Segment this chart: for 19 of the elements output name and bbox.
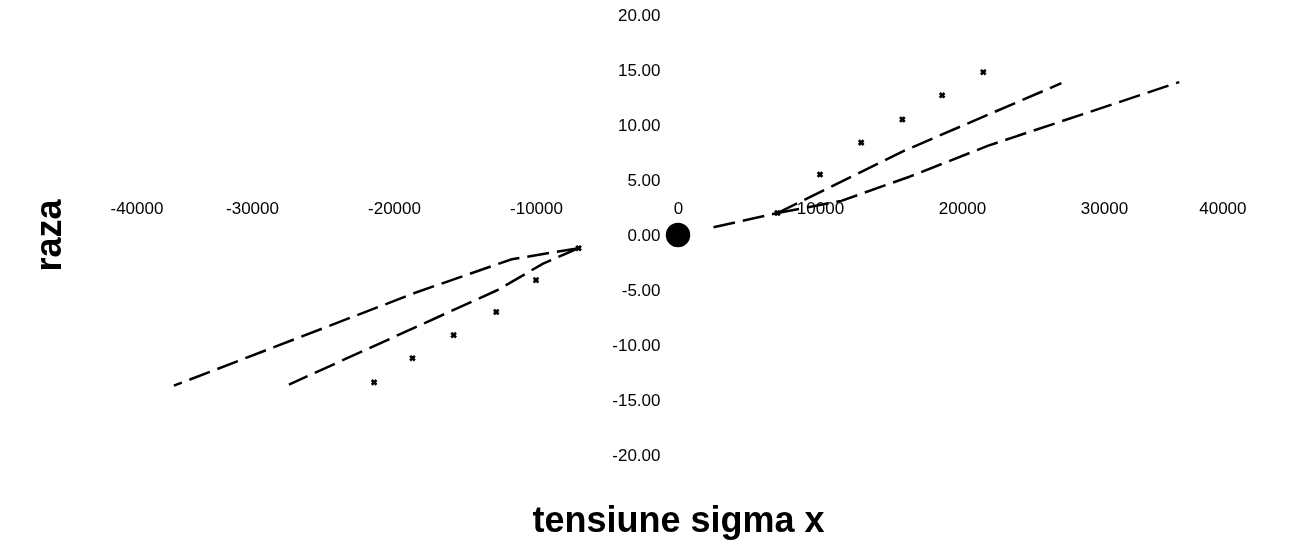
y-tick-label: -5.00 — [621, 280, 661, 300]
x-tick-label: 40000 — [1199, 198, 1247, 218]
y-axis-title: raza — [27, 198, 69, 272]
y-tick-label: 20.00 — [617, 5, 661, 25]
x-tick-label: -30000 — [226, 198, 279, 218]
y-tick-label: -20.00 — [612, 445, 661, 465]
y-tick-label: 15.00 — [617, 60, 661, 80]
y-tick-label: 5.00 — [627, 170, 661, 190]
x-axis-title: tensiune sigma x — [532, 498, 825, 540]
y-tick-label: 0.00 — [627, 225, 661, 245]
x-tick-label: 20000 — [938, 198, 987, 218]
y-tick-label: 10.00 — [617, 115, 661, 135]
x-tick-label: 30000 — [1080, 198, 1129, 218]
x-tick-label: 0 — [673, 198, 684, 218]
x-tick-label: -40000 — [110, 198, 164, 218]
y-tick-label: -10.00 — [612, 335, 661, 355]
x-tick-label: -10000 — [510, 198, 563, 218]
y-tick-label: -15.00 — [612, 390, 661, 410]
x-tick-label: -20000 — [368, 198, 421, 218]
